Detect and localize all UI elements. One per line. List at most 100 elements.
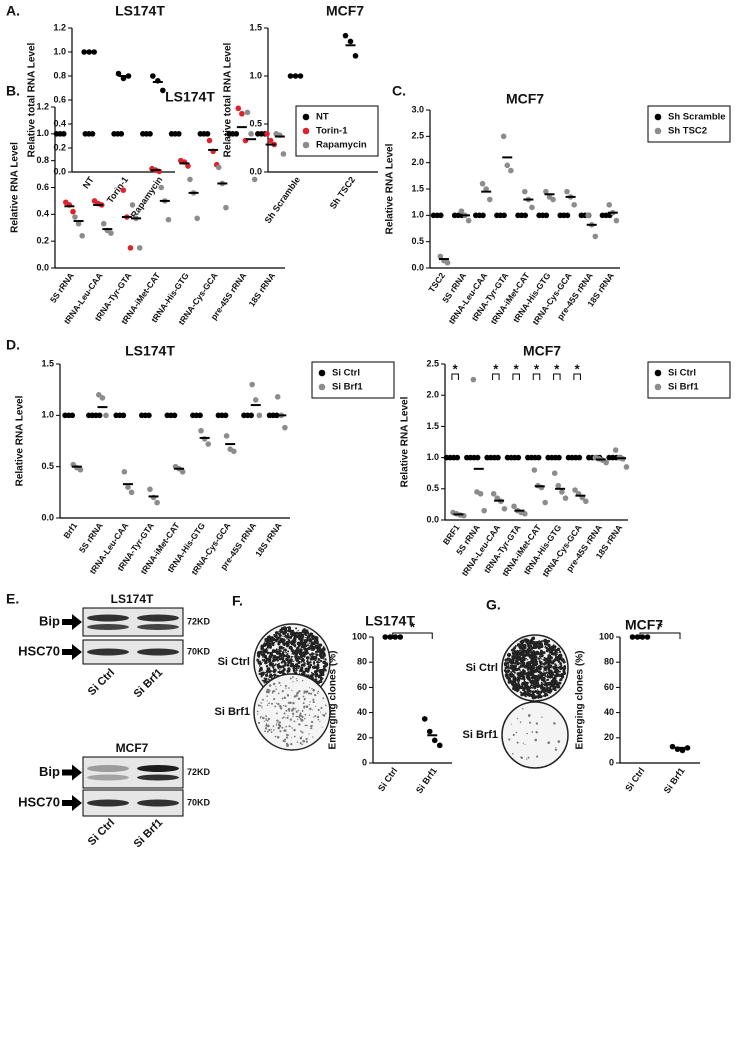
colony	[549, 656, 553, 660]
chart-title: LS174T	[125, 343, 175, 359]
colony	[525, 684, 529, 688]
colony	[299, 737, 303, 740]
colony	[261, 671, 265, 676]
colony	[521, 686, 524, 689]
y-tick-label: 40	[604, 707, 614, 717]
colony	[521, 664, 526, 668]
colony	[520, 692, 524, 696]
y-tick-label: 0.0	[411, 262, 424, 272]
colony	[266, 657, 269, 660]
colony	[520, 646, 523, 649]
colony	[297, 659, 300, 661]
colony	[562, 669, 566, 673]
colony	[517, 668, 521, 671]
colony	[540, 678, 544, 682]
colony	[304, 639, 306, 642]
colony	[257, 704, 260, 707]
colony	[557, 652, 559, 654]
colony	[316, 661, 320, 664]
colony	[510, 671, 513, 674]
colony	[526, 676, 529, 678]
colony	[286, 655, 291, 659]
colony	[279, 632, 282, 634]
y-tick-label: 1.0	[249, 70, 262, 80]
colony	[306, 670, 310, 673]
arrow	[62, 614, 82, 630]
colony	[537, 693, 542, 698]
colony	[299, 668, 304, 673]
colony	[507, 664, 510, 666]
data-point	[535, 454, 542, 461]
colony	[296, 641, 301, 646]
colony	[305, 651, 309, 655]
colony	[302, 702, 305, 705]
colony	[312, 643, 314, 645]
y-tick-label: 1.2	[53, 22, 66, 32]
colony	[532, 673, 534, 676]
colony	[310, 655, 315, 659]
colony	[279, 649, 282, 653]
colony	[551, 680, 554, 683]
colony	[308, 714, 311, 716]
colony	[527, 668, 530, 671]
colony	[283, 696, 287, 700]
colony	[282, 642, 286, 646]
colony	[546, 657, 549, 660]
data-point	[501, 505, 508, 512]
colony	[312, 698, 315, 701]
colony	[282, 646, 285, 649]
data-point	[239, 110, 245, 117]
colony	[528, 642, 530, 645]
blot-row-label: Bip	[39, 764, 60, 779]
colony	[531, 731, 534, 733]
colony	[309, 663, 313, 667]
colony	[512, 679, 516, 683]
colony	[511, 723, 513, 725]
colony	[540, 654, 544, 658]
legend-label: Si Brf1	[668, 382, 699, 393]
colony	[302, 644, 306, 648]
colony	[297, 718, 299, 720]
colony	[320, 706, 323, 710]
colony	[302, 663, 306, 667]
colony	[563, 666, 567, 670]
colony	[533, 686, 537, 690]
x-tick-label: 5S rRNA	[48, 271, 76, 305]
data-point	[474, 454, 481, 461]
colony	[289, 658, 293, 662]
colony	[312, 689, 315, 692]
colony	[552, 644, 555, 647]
y-tick-label: 0.4	[36, 209, 49, 219]
plate-label: Si Brf1	[463, 729, 498, 741]
data-point	[669, 743, 676, 750]
colony	[270, 728, 272, 731]
data-point	[431, 737, 438, 744]
colony	[267, 678, 270, 680]
lane-label: Si Ctrl	[86, 817, 117, 848]
plate-label: Si Brf1	[215, 706, 250, 718]
colony	[258, 665, 261, 667]
colony	[296, 680, 298, 682]
colony	[319, 711, 321, 713]
data-point	[136, 245, 143, 251]
colony	[540, 695, 543, 698]
colony	[268, 689, 271, 692]
colony	[293, 728, 296, 732]
significance-bracket	[532, 373, 541, 380]
data-point	[121, 469, 128, 475]
colony	[293, 695, 297, 698]
data-point	[477, 490, 484, 497]
colony	[526, 692, 530, 695]
colony	[324, 704, 327, 707]
colony	[312, 657, 314, 659]
significance-bracket	[553, 373, 561, 380]
data-point	[426, 728, 433, 735]
colony	[301, 731, 304, 733]
colony	[547, 741, 550, 745]
data-point	[79, 233, 85, 239]
colony	[265, 723, 268, 725]
y-tick-label: 80	[357, 657, 367, 667]
colony	[517, 682, 520, 684]
colony	[537, 657, 541, 660]
colony	[531, 653, 535, 658]
